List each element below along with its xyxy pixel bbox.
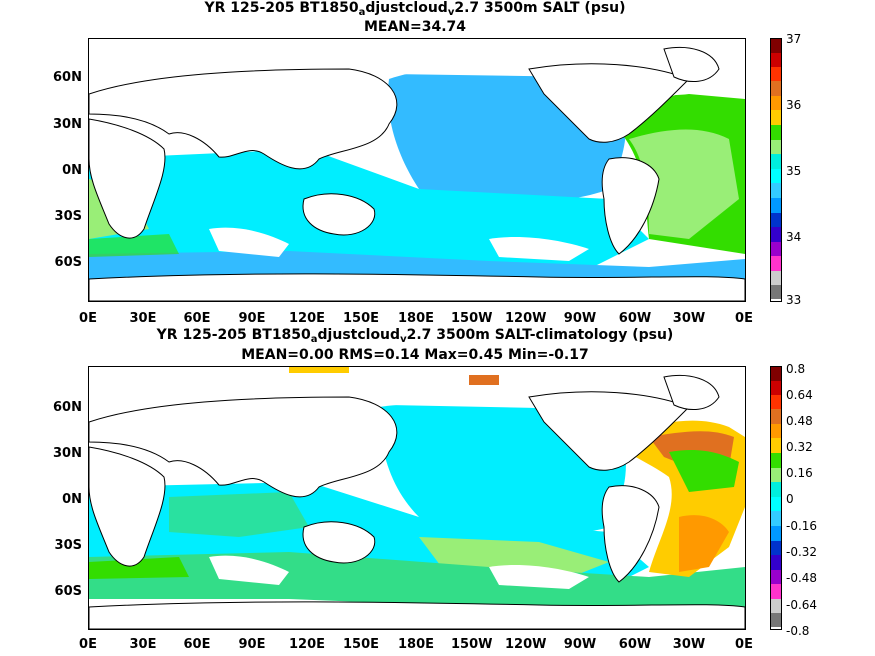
top-lon-label: 120E [288, 311, 326, 326]
bottom-lat-label: 0N [62, 492, 82, 507]
top-lon-label: 90W [563, 311, 597, 326]
top-lon-label: 120W [505, 311, 547, 326]
top-cbar-label: 35 [786, 164, 802, 178]
bottom-lon-label: 150E [342, 637, 380, 652]
top-colorbar [770, 38, 782, 302]
bottom-lon-label: 120E [288, 637, 326, 652]
bottom-lon-label: 30W [672, 637, 706, 652]
bottom-cbar-label: -0.48 [786, 571, 818, 585]
bottom-lon-label: 0E [735, 637, 753, 652]
top-lat-label: 30S [54, 209, 82, 224]
top-cbar-label: 37 [786, 32, 802, 46]
bottom-map [88, 366, 746, 630]
top-lon-label: 90E [238, 311, 266, 326]
bottom-cbar-label: 0.16 [786, 466, 813, 480]
top-lon-label: 180E [397, 311, 435, 326]
bottom-cbar-label: 0.8 [786, 362, 806, 376]
top-lon-label: 60E [183, 311, 211, 326]
bottom-cbar-label: 0.64 [786, 388, 813, 402]
bottom-colorbar [770, 366, 782, 630]
bottom-lat-label: 30N [53, 446, 82, 461]
bottom-lon-label: 180E [397, 637, 435, 652]
bottom-cbar-label: -0.32 [786, 545, 818, 559]
top-lon-label: 30W [672, 311, 706, 326]
bottom-lon-label: 60E [183, 637, 211, 652]
bottom-cbar-label: -0.16 [786, 519, 818, 533]
bottom-lon-label: 120W [505, 637, 547, 652]
top-lat-label: 0N [62, 163, 82, 178]
bottom-lon-label: 30E [129, 637, 157, 652]
top-lon-label: 0E [79, 311, 97, 326]
bottom-lon-label: 90E [238, 637, 266, 652]
top-subtitle: MEAN=34.74 [363, 19, 467, 35]
top-lon-label: 150W [451, 311, 493, 326]
bottom-lat-label: 60N [53, 400, 82, 415]
top-lon-label: 30E [129, 311, 157, 326]
bottom-cbar-label: -0.8 [786, 624, 810, 638]
bottom-subtitle: MEAN=0.00 RMS=0.14 Max=0.45 Min=-0.17 [241, 347, 589, 363]
top-cbar-label: 34 [786, 230, 802, 244]
top-lat-label: 30N [53, 117, 82, 132]
top-lat-label: 60S [54, 255, 82, 270]
bottom-cbar-label: -0.64 [786, 598, 818, 612]
top-lon-label: 150E [342, 311, 380, 326]
top-lat-label: 60N [53, 70, 82, 85]
bottom-cbar-label: 0.48 [786, 414, 813, 428]
bottom-lat-label: 30S [54, 538, 82, 553]
top-lon-label: 60W [618, 311, 652, 326]
bottom-cbar-label: 0 [786, 492, 794, 506]
bottom-lon-label: 90W [563, 637, 597, 652]
top-lon-label: 0E [735, 311, 753, 326]
top-map [88, 38, 746, 302]
bottom-lon-label: 0E [79, 637, 97, 652]
top-cbar-label: 36 [786, 98, 802, 112]
bottom-lon-label: 150W [451, 637, 493, 652]
bottom-cbar-label: 0.32 [786, 440, 813, 454]
bottom-lon-label: 60W [618, 637, 652, 652]
top-title: YR 125-205 BT1850adjustcloudv2.7 3500m S… [204, 0, 626, 18]
top-cbar-label: 33 [786, 293, 802, 307]
bottom-lat-label: 60S [54, 584, 82, 599]
bottom-title: YR 125-205 BT1850adjustcloudv2.7 3500m S… [156, 327, 674, 345]
